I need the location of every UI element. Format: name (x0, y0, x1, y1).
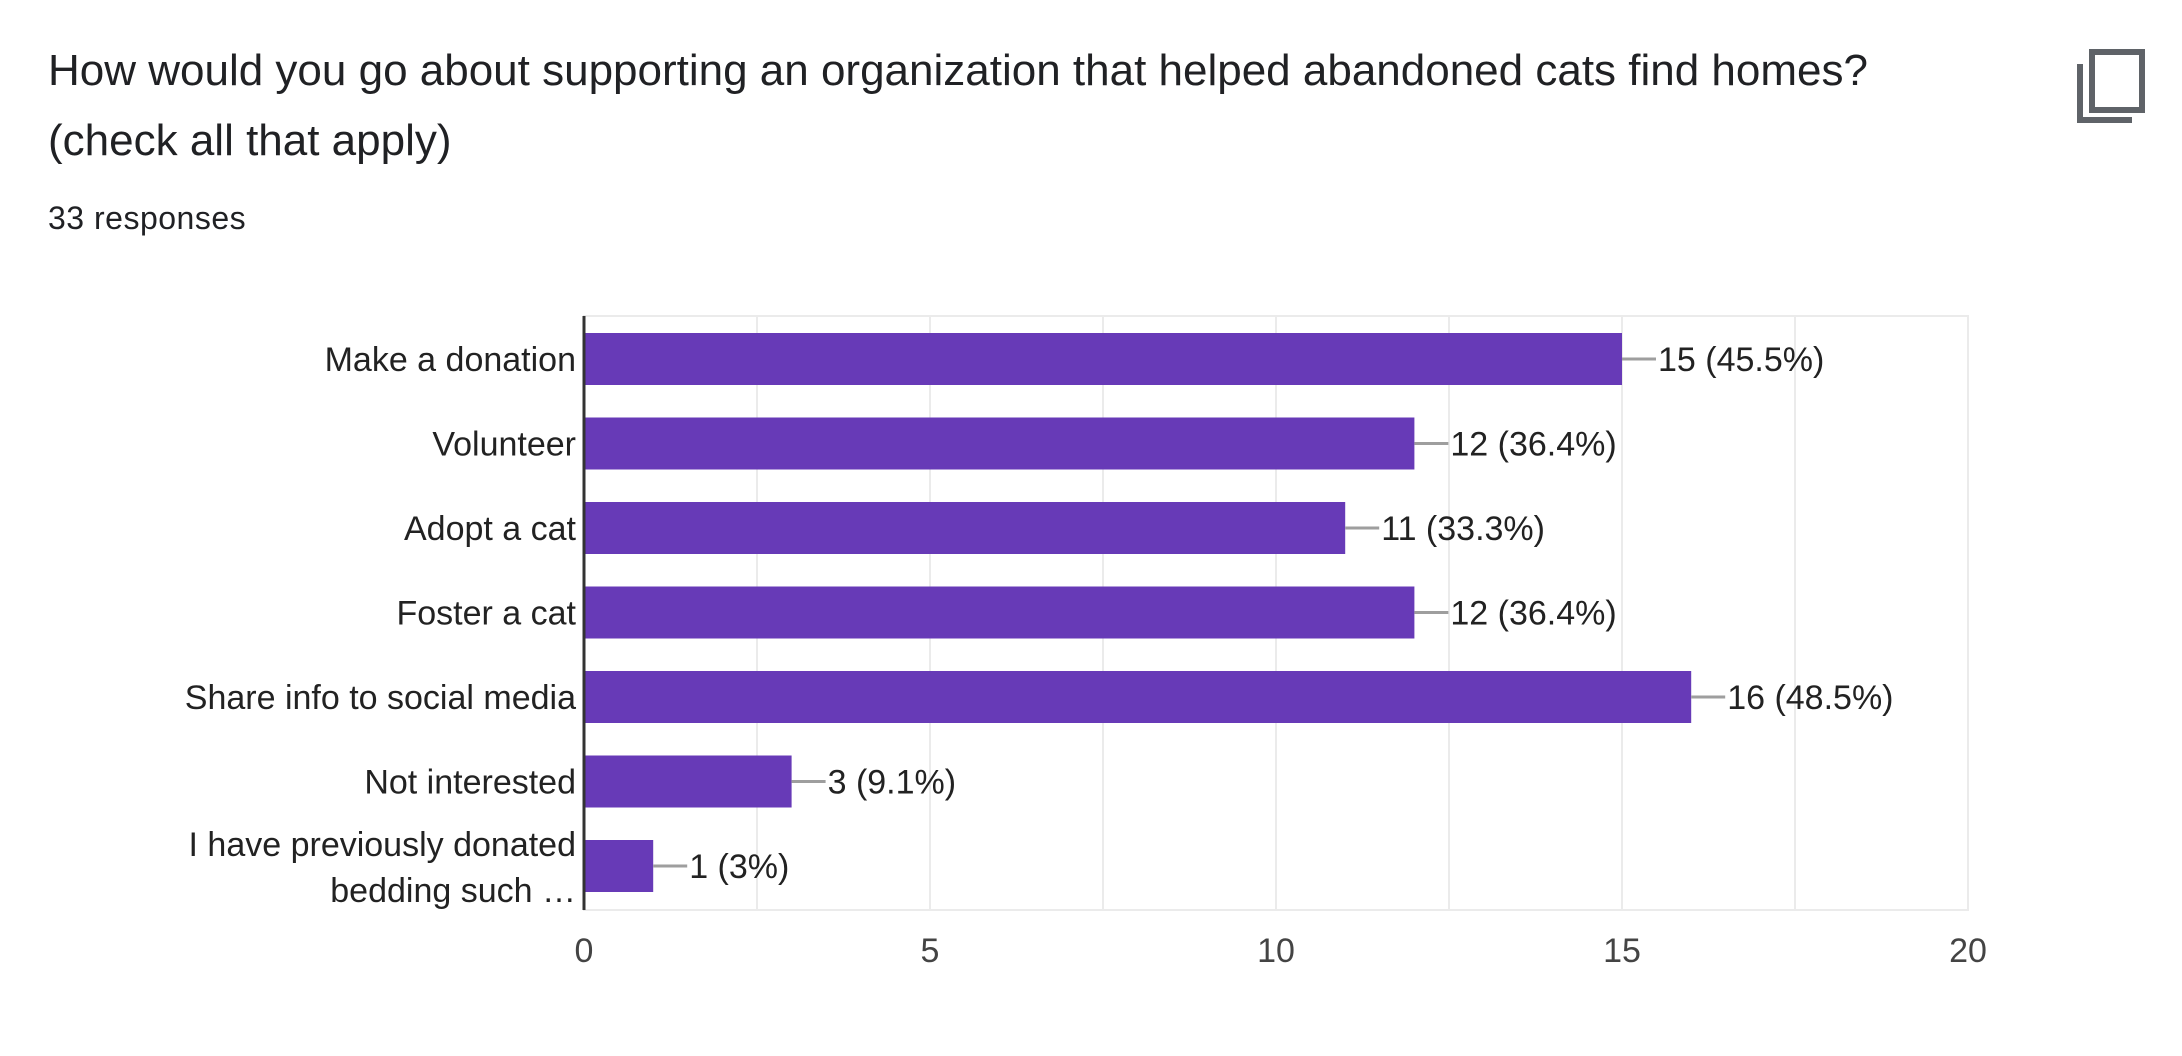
category-label: Volunteer (432, 426, 576, 464)
question-title: How would you go about supporting an org… (48, 46, 1868, 165)
data-label: 16 (48.5%) (1727, 679, 1893, 717)
x-tick-label: 20 (1949, 932, 1987, 970)
bar (584, 417, 1415, 470)
data-label: 1 (3%) (689, 848, 789, 886)
data-label: 12 (36.4%) (1450, 426, 1616, 464)
category-label: Make a donation (325, 341, 576, 379)
copy-icon (2077, 49, 2145, 123)
bar (584, 586, 1415, 639)
bar (584, 333, 1622, 385)
category-label: Adopt a cat (404, 510, 577, 548)
copy-chart-button[interactable] (2070, 44, 2150, 124)
data-label: 3 (9.1%) (828, 764, 957, 802)
data-label: 11 (33.3%) (1381, 510, 1545, 548)
x-tick-label: 5 (921, 932, 940, 970)
data-label: 15 (45.5%) (1658, 341, 1824, 379)
x-tick-label: 15 (1603, 932, 1641, 970)
category-label: Foster a cat (396, 595, 576, 633)
category-label: Share info to social media (185, 679, 576, 717)
category-label: Not interested (364, 764, 576, 802)
bar (584, 671, 1692, 723)
data-label: 12 (36.4%) (1450, 595, 1616, 633)
bar (584, 755, 792, 808)
category-label: I have previously donated (189, 826, 576, 864)
x-tick-label: 10 (1257, 932, 1295, 970)
response-count: 33 responses (48, 200, 247, 236)
bar (584, 502, 1346, 554)
bar (584, 840, 654, 892)
x-tick-label: 0 (575, 932, 594, 970)
category-label: bedding such … (330, 872, 576, 910)
